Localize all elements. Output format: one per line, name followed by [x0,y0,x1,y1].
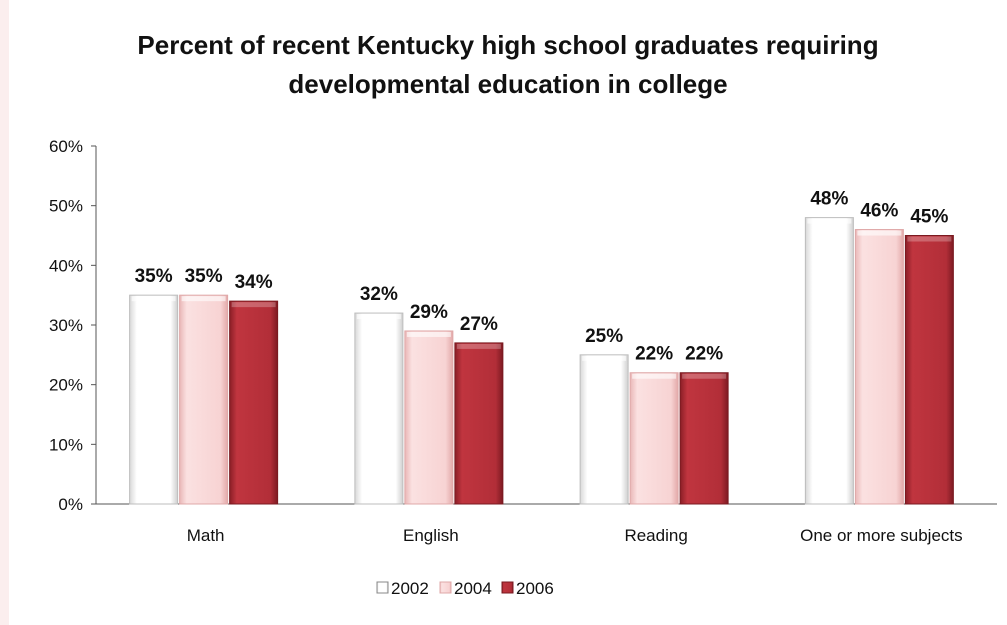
bar-highlight [857,230,902,236]
bar-highlight [632,373,677,379]
bar-2002 [804,217,854,505]
chart-title: Percent of recent Kentucky high school g… [137,30,879,99]
bar-2004 [629,372,679,505]
bar-highlight [356,314,401,320]
legend-label: 2002 [391,579,429,598]
bar-highlight [131,296,176,302]
y-tick-label: 60% [49,137,83,156]
legend-swatch-2004 [439,581,452,594]
legend-swatch-2002 [376,581,389,594]
category-label: One or more subjects [800,526,963,545]
bar-highlight [582,355,627,361]
data-label: 35% [135,266,173,287]
bar-2002 [129,294,179,505]
data-label: 34% [235,272,273,293]
bar-2002 [579,354,629,505]
y-tick-label: 10% [49,435,83,454]
y-tick-label: 0% [58,495,83,514]
legend-label: 2006 [516,579,554,598]
category-label: English [403,526,459,545]
legend-swatch-2006 [501,581,514,594]
bar-highlight [807,218,852,224]
y-tick-label: 20% [49,376,83,395]
y-tick-label: 40% [49,256,83,275]
bar-2006 [679,372,729,505]
bar-chart: 0% 10% 20% 30% 40% 50% 60% 35% 35% 34% Math 32% 29%… [49,137,997,598]
bar-2006 [229,300,279,505]
bar-2006 [454,342,504,505]
bar-highlight [406,331,451,337]
y-tick-label: 50% [49,197,83,216]
data-label: 27% [460,314,498,335]
bar-2006 [904,235,954,505]
bar-highlight [181,296,226,302]
category-label: Math [187,526,225,545]
y-tick-label: 30% [49,316,83,335]
data-label: 22% [685,344,723,365]
bar-highlight [682,373,727,379]
category-label: Reading [624,526,687,545]
bar-highlight [456,343,501,349]
bar-2004 [854,229,904,505]
bar-2002 [354,312,404,505]
chart-frame: Percent of recent Kentucky high school g… [9,0,1007,625]
data-label: 48% [810,189,848,210]
data-label: 35% [185,266,223,287]
data-label: 46% [860,201,898,222]
data-label: 22% [635,344,673,365]
legend-label: 2004 [454,579,492,598]
data-label: 25% [585,326,623,347]
bar-2004 [179,294,229,505]
bar-highlight [907,236,952,242]
data-label: 29% [410,302,448,323]
bar-2004 [404,330,454,505]
data-label: 45% [910,207,948,228]
bar-highlight [231,302,276,308]
data-label: 32% [360,284,398,305]
